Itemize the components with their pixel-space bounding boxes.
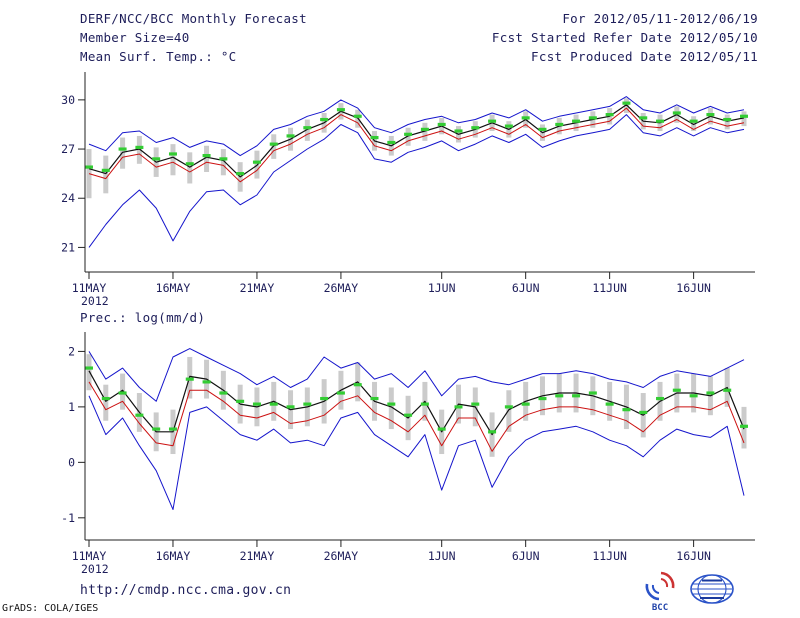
bcc-logo-blue-swirl-inner	[651, 584, 660, 594]
header-row-1: DERF/NCC/BCC Monthly Forecast For 2012/0…	[80, 11, 758, 26]
x-tick-label: 11MAY	[72, 281, 107, 295]
header-row-2: Member Size=40 Fcst Started Refer Date 2…	[80, 30, 758, 45]
y-tick-label: 21	[61, 240, 75, 254]
bcc-logo-red-swirl-inner	[660, 578, 669, 588]
fcst-produced-date-label: Fcst Produced Date 2012/05/11	[531, 49, 758, 64]
x-tick-label: 6JUN	[512, 549, 540, 563]
x-tick-label: 26MAY	[324, 281, 359, 295]
x-tick-label: 11MAY	[72, 549, 107, 563]
x-tick-label: 11JUN	[592, 281, 627, 295]
ncc-logo	[690, 574, 734, 604]
chart-title: DERF/NCC/BCC Monthly Forecast	[80, 11, 307, 26]
y-tick-label: 24	[61, 191, 75, 205]
ncc-logo-text-marks	[700, 579, 724, 599]
bcc-logo-blue-swirl	[645, 583, 660, 601]
green-dashes	[85, 366, 748, 434]
y-tick-label: -1	[61, 511, 75, 525]
forecast-range-label: For 2012/05/11-2012/06/19	[562, 11, 758, 26]
member-size-label: Member Size=40	[80, 30, 190, 45]
x-tick-label: 1JUN	[428, 549, 456, 563]
precip-panel-title: Prec.: log(mm/d)	[80, 310, 206, 325]
header-row-3: Mean Surf. Temp.: °C Fcst Produced Date …	[80, 49, 758, 64]
x-axis-year-label: 2012	[81, 294, 109, 308]
x-tick-label: 6JUN	[512, 281, 540, 295]
y-tick-label: 0	[68, 455, 75, 469]
source-url: http://cmdp.ncc.cma.gov.cn	[80, 583, 292, 598]
ensemble-mean	[88, 104, 745, 178]
x-tick-label: 16MAY	[156, 549, 191, 563]
x-tick-label: 21MAY	[240, 281, 275, 295]
axes: 21 24 27 30 11MAY 16MAY 21MAY 26MAY 1JUN 6JUN 11JU…	[61, 72, 755, 308]
x-tick-label: 16JUN	[676, 549, 711, 563]
grads-credit: GrADS: COLA/IGES	[2, 603, 99, 614]
member-spread	[86, 98, 747, 199]
axes: -1 0 1 2 11MAY 16MAY 21MAY 26MAY 1JUN 6JUN 11JUN 16…	[61, 332, 755, 576]
x-tick-label: 16MAY	[156, 281, 191, 295]
ensemble-mean	[88, 370, 745, 436]
upper-envelope	[88, 96, 745, 157]
y-tick-label: 30	[61, 93, 75, 107]
x-tick-label: 1JUN	[428, 281, 456, 295]
precipitation-chart: -1 0 1 2 11MAY 16MAY 21MAY 26MAY 1JUN 6JUN 11JUN 16…	[61, 332, 755, 576]
lower-envelope	[88, 114, 745, 248]
green-dashes	[85, 101, 748, 176]
y-tick-label: 27	[61, 142, 75, 156]
bcc-logo: BCC	[645, 571, 675, 612]
upper-envelope	[88, 348, 745, 402]
bcc-logo-text: BCC	[652, 603, 668, 612]
red-line	[88, 381, 745, 452]
x-tick-label: 21MAY	[240, 549, 275, 563]
y-tick-label: 1	[68, 400, 75, 414]
x-axis-year-label: 2012	[81, 562, 109, 576]
x-tick-label: 26MAY	[324, 549, 359, 563]
bcc-logo-red-swirl	[660, 571, 675, 589]
ncc-logo-meridian-lines	[697, 574, 727, 604]
temperature-chart: 21 24 27 30 11MAY 16MAY 21MAY 26MAY 1JUN 6JUN 11JU…	[61, 72, 755, 308]
fcst-start-date-label: Fcst Started Refer Date 2012/05/10	[491, 30, 758, 45]
y-tick-label: 2	[68, 344, 75, 358]
temp-panel-title: Mean Surf. Temp.: °C	[80, 49, 237, 64]
x-tick-label: 16JUN	[676, 281, 711, 295]
x-tick-label: 11JUN	[592, 549, 627, 563]
red-line	[88, 107, 745, 183]
lower-envelope	[88, 395, 745, 510]
